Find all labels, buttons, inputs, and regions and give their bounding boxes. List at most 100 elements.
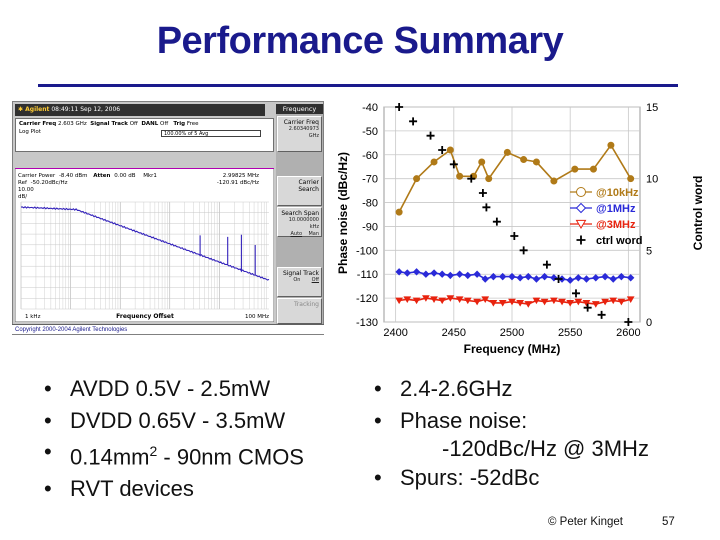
average-progress: 100.00% of 5 Avg	[161, 130, 261, 137]
title-underline	[38, 84, 678, 87]
softkey-sub: 2.60340973 GHz	[288, 126, 319, 139]
data-point	[532, 158, 540, 166]
data-point	[438, 146, 447, 154]
data-point	[532, 297, 541, 305]
carrier-freq-label: Carrier Freq	[19, 121, 57, 127]
data-point	[395, 103, 404, 111]
bullet-item: Spurs: -52dBc	[370, 462, 649, 494]
page-number: 57	[662, 516, 675, 528]
x-start-label: 1 kHz	[25, 314, 41, 320]
bullet-text: Phase noise:	[400, 407, 528, 433]
left-bullet-list: AVDD 0.5V - 2.5mW DVDD 0.65V - 3.5mW 0.1…	[40, 373, 304, 504]
bullet-continuation: -120dBc/Hz @ 3MHz	[442, 436, 649, 461]
spectrum-analyzer-screenshot: ✱ Agilent 08:49:11 Sep 12, 2006 Carrier …	[12, 101, 324, 335]
softkey-label: Carrier Freq	[283, 119, 319, 126]
data-point	[516, 274, 524, 282]
data-point	[508, 298, 516, 306]
atten-value: 0.00 dB	[114, 173, 135, 179]
softkey-tracking[interactable]: Tracking	[277, 298, 322, 324]
y2-axis-title: Control word	[691, 176, 705, 251]
data-point	[456, 172, 464, 180]
carrier-power-label: Carrier Power	[18, 173, 56, 179]
data-point	[473, 270, 481, 278]
x-axis-ticks: 2400 2450 2500 2550 2600	[383, 327, 640, 339]
series--10khz	[395, 141, 635, 216]
softkey-carrier-freq[interactable]: Carrier Freq 2.60340973 GHz	[277, 116, 322, 152]
bullet-item: 2.4-2.6GHz	[370, 373, 649, 405]
data-point	[576, 187, 586, 197]
data-point	[473, 298, 481, 306]
data-point	[403, 296, 412, 303]
chart-legend: @10kHz @1MHz @3MHz ctrl word	[570, 187, 642, 247]
softkey-option-on: On	[293, 277, 301, 283]
analyzer-date: Sep 12, 2006	[80, 106, 121, 113]
softkey-label: Carrier	[298, 179, 319, 186]
data-point	[467, 174, 476, 183]
marker-frequency: 2.99825 MHz	[223, 173, 259, 179]
svg-text:Carrier Power -8.40 dBm: Carrier Power -8.40 dBm Atten 0.00 dB Mk…	[18, 173, 157, 179]
bullet-superscript: 2	[149, 443, 158, 459]
x-tick-label: 2600	[616, 327, 640, 339]
y-tick-label: -40	[362, 102, 378, 114]
x-axis-label: Frequency Offset	[116, 313, 174, 320]
series-line	[398, 297, 631, 305]
data-point	[409, 117, 418, 126]
data-point	[550, 297, 558, 305]
x-tick-label: 2550	[558, 327, 582, 339]
bullet-item: Phase noise: -120dBc/Hz @ 3MHz	[370, 405, 649, 463]
y-tick-label: -90	[362, 221, 378, 233]
trig-value: Free	[186, 121, 199, 127]
data-point	[550, 177, 558, 185]
softkey-signal-track[interactable]: Signal Track On Off	[277, 267, 322, 297]
footer-copyright: © Peter Kinget	[548, 516, 623, 528]
data-point	[403, 269, 411, 277]
y-axis-title: Phase noise (dBc/Hz)	[336, 152, 350, 274]
softkey-label: Search Span	[281, 210, 319, 217]
signal-track-label: Signal Track	[90, 121, 128, 127]
x-tick-label: 2400	[383, 327, 407, 339]
data-point	[395, 208, 403, 216]
data-point	[464, 271, 472, 280]
atten-label: Atten	[93, 173, 110, 179]
data-point	[430, 296, 438, 303]
data-point	[540, 272, 549, 281]
data-point	[617, 298, 626, 306]
series--3mhz	[395, 295, 635, 308]
data-point	[609, 297, 618, 305]
log-plot-label: Log Plot	[19, 129, 41, 135]
data-point	[422, 270, 430, 278]
softkey-carrier-search[interactable]: Carrier Search	[277, 176, 322, 206]
data-point	[592, 274, 600, 282]
data-point	[524, 301, 533, 308]
softkey-label: Signal Track	[282, 270, 319, 277]
data-point	[510, 232, 519, 240]
data-point	[607, 141, 615, 149]
legend-label: ctrl word	[596, 235, 642, 247]
carrier-power-value: -8.40 dBm	[59, 173, 88, 179]
data-point	[627, 175, 635, 183]
y-axis-ticks: -40 -50 -60 -70 -80 -90 -100 -110 -120 -130	[356, 102, 378, 329]
series-ctrl-word	[395, 103, 633, 326]
bullet-text: 0.14mm	[70, 444, 150, 470]
data-point	[609, 275, 617, 283]
danl-value: Off	[160, 121, 169, 127]
data-point	[601, 298, 609, 306]
trig-label: Trig	[173, 121, 186, 127]
bullet-text: - 90nm CMOS	[157, 444, 304, 470]
ref-label: Ref	[18, 180, 28, 186]
scale-unit: dB/	[18, 194, 27, 200]
ref-value: -50.20dBc/Hz	[31, 180, 68, 186]
data-point	[413, 175, 421, 183]
softkey-search-span[interactable]: Search Span 10.0000000 kHz Auto Man	[277, 207, 322, 237]
data-point	[624, 318, 633, 326]
data-point	[449, 160, 458, 169]
bullet-item: DVDD 0.65V - 3.5mW	[40, 405, 304, 437]
data-point	[519, 246, 528, 255]
analyzer-display: Carrier Power -8.40 dBm Atten 0.00 dB Mk…	[15, 168, 274, 322]
legend-label: @10kHz	[596, 187, 639, 199]
data-point	[589, 165, 597, 173]
analyzer-logo: ✱	[18, 106, 26, 113]
softkey-label: Tracking	[294, 301, 319, 308]
display-grid	[20, 201, 269, 310]
x-tick-label: 2500	[500, 327, 524, 339]
